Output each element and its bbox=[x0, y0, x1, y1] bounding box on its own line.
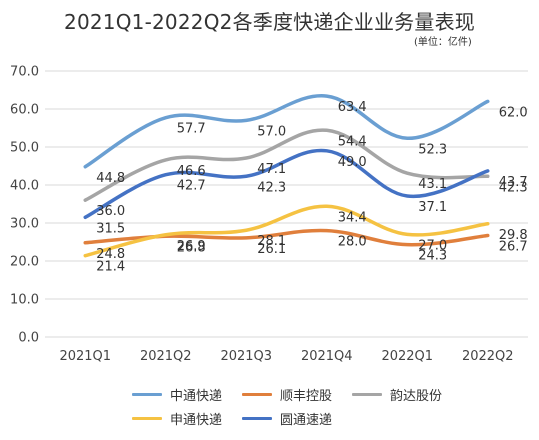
data-label: 52.3 bbox=[418, 142, 447, 157]
y-tick-label: 0.0 bbox=[18, 331, 39, 346]
gridlines bbox=[45, 70, 528, 338]
data-label: 28.0 bbox=[338, 235, 367, 250]
data-label: 44.8 bbox=[96, 171, 125, 186]
legend: 中通快递 顺丰控股 韵达股份申通快递 圆通速递 bbox=[132, 382, 482, 430]
data-label: 42.3 bbox=[499, 180, 528, 195]
x-tick-label: 2021Q2 bbox=[140, 349, 192, 364]
x-tick-label: 2021Q1 bbox=[59, 349, 111, 364]
data-label: 47.1 bbox=[257, 162, 286, 177]
series-line-5 bbox=[83, 148, 490, 220]
chart-unit-label: (单位：亿件) bbox=[414, 37, 472, 48]
legend-swatch bbox=[242, 416, 272, 420]
data-label: 24.3 bbox=[418, 249, 447, 264]
legend-item: 中通快递 bbox=[132, 385, 242, 404]
series-lines bbox=[83, 94, 490, 258]
data-label: 27.0 bbox=[418, 238, 447, 253]
y-tick-label: 70.0 bbox=[10, 65, 39, 80]
data-label: 43.1 bbox=[418, 177, 447, 192]
legend-label: 顺丰控股 bbox=[280, 388, 333, 404]
legend-swatch bbox=[132, 416, 162, 420]
data-label: 26.7 bbox=[499, 240, 528, 255]
data-label: 34.4 bbox=[338, 210, 367, 225]
data-label: 26.9 bbox=[177, 239, 206, 254]
data-label: 63.4 bbox=[338, 100, 367, 115]
legend-label: 申通快递 bbox=[170, 412, 223, 428]
y-tick-label: 20.0 bbox=[10, 255, 39, 270]
series-line-3 bbox=[83, 128, 490, 202]
series-line-1 bbox=[83, 94, 490, 169]
data-label: 26.1 bbox=[257, 242, 286, 257]
data-label: 24.8 bbox=[96, 247, 125, 262]
data-label: 62.0 bbox=[499, 105, 528, 120]
data-label: 37.1 bbox=[418, 200, 447, 215]
legend-swatch bbox=[132, 392, 162, 396]
data-labels: 44.8 57.7 57.0 63.4 52.3 62.0 24.8 26.8 26.1 28.0… bbox=[96, 100, 527, 275]
y-tick-label: 60.0 bbox=[10, 103, 39, 118]
data-label: 54.4 bbox=[338, 134, 367, 149]
data-label: 31.5 bbox=[96, 221, 125, 236]
x-tick-label: 2021Q4 bbox=[301, 349, 353, 364]
data-label: 46.6 bbox=[177, 164, 206, 179]
legend-swatch bbox=[352, 392, 382, 396]
x-tick-label: 2021Q3 bbox=[220, 349, 272, 364]
data-label: 42.3 bbox=[257, 180, 286, 195]
legend-item: 圆通速递 bbox=[242, 409, 352, 428]
data-label: 43.7 bbox=[499, 175, 528, 190]
data-label: 28.1 bbox=[257, 234, 286, 249]
legend-label: 圆通速递 bbox=[280, 412, 333, 428]
x-axis-ticks: 2021Q1 2021Q2 2021Q3 2021Q4 2022Q1 2022Q2 bbox=[59, 349, 513, 364]
series-line-4 bbox=[83, 204, 490, 258]
x-tick-label: 2022Q2 bbox=[462, 349, 514, 364]
y-tick-label: 40.0 bbox=[10, 179, 39, 194]
data-label: 21.4 bbox=[96, 260, 125, 275]
data-label: 26.8 bbox=[177, 240, 206, 255]
legend-item: 顺丰控股 bbox=[242, 385, 352, 404]
x-tick-label: 2022Q1 bbox=[381, 349, 433, 364]
legend-label: 中通快递 bbox=[170, 388, 223, 404]
data-label: 49.0 bbox=[338, 155, 367, 170]
legend-label: 韵达股份 bbox=[390, 388, 443, 404]
data-label: 29.8 bbox=[499, 228, 528, 243]
chart-title: 2021Q1-2022Q2各季度快递企业业务量表现 bbox=[64, 10, 475, 34]
legend-item: 韵达股份 bbox=[352, 385, 462, 404]
y-tick-label: 50.0 bbox=[10, 141, 39, 156]
legend-swatch bbox=[242, 392, 272, 396]
legend-item: 申通快递 bbox=[132, 409, 242, 428]
data-label: 57.7 bbox=[177, 122, 206, 137]
legend-row: 中通快递 顺丰控股 韵达股份 bbox=[132, 382, 482, 406]
data-label: 42.7 bbox=[177, 179, 206, 194]
legend-row: 申通快递 圆通速递 bbox=[132, 406, 482, 430]
y-tick-label: 10.0 bbox=[10, 293, 39, 308]
y-tick-label: 30.0 bbox=[10, 217, 39, 232]
data-label: 57.0 bbox=[257, 124, 286, 139]
y-axis-ticks: 0.0 10.0 20.0 30.0 40.0 50.0 60.0 70.0 bbox=[10, 65, 39, 346]
data-label: 36.0 bbox=[96, 204, 125, 219]
